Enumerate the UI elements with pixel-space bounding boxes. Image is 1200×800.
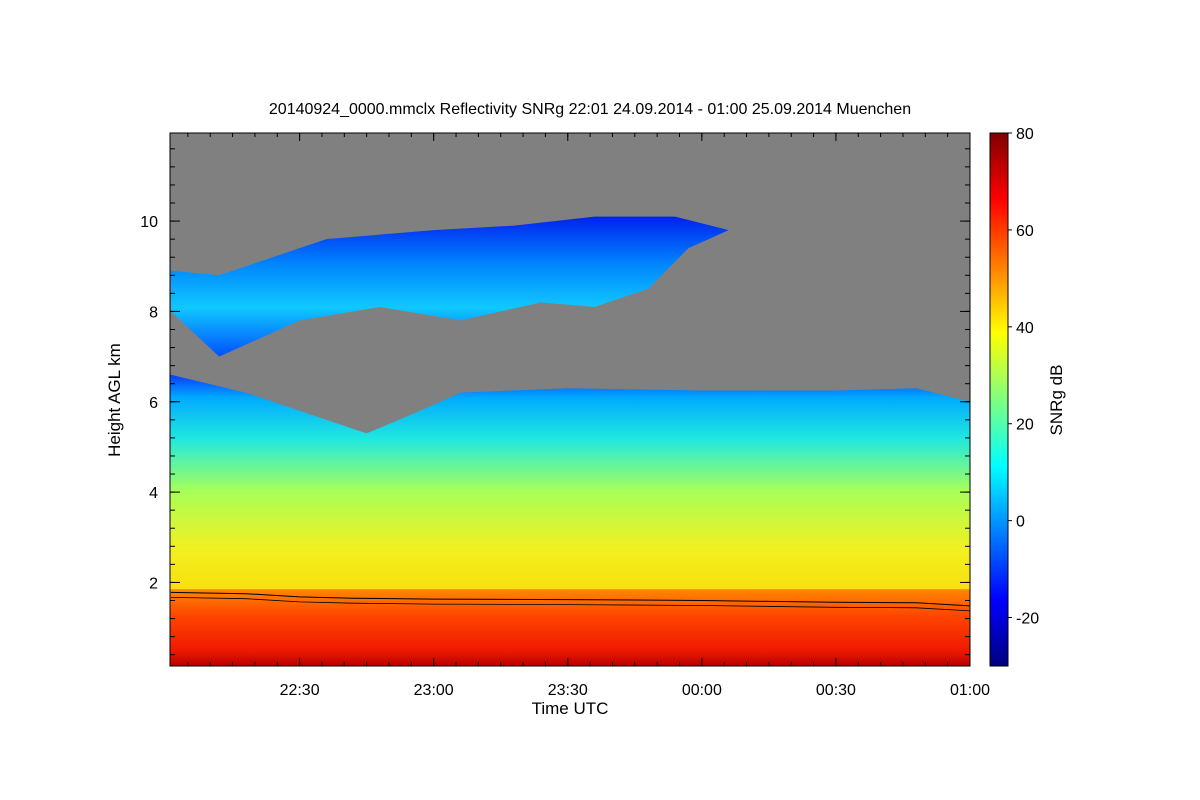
plot-frame <box>169 132 971 667</box>
rain-layer <box>170 589 970 666</box>
y-tick-label: 8 <box>149 304 158 321</box>
colorbar-scale <box>989 132 1009 667</box>
melting-layer-line <box>170 591 970 607</box>
colorbar: -20 0 20 40 60 80 SNRg dB <box>989 126 1066 667</box>
x-tick-label: 00:00 <box>682 682 722 699</box>
x-axis: 22:30 23:00 23:30 00:00 00:30 01:00 <box>187 133 990 699</box>
chart-title: 20140924_0000.mmclx Reflectivity SNRg 22… <box>269 101 911 118</box>
x-tick-label: 00:30 <box>816 682 856 699</box>
melting-layer-line-secondary <box>170 597 970 612</box>
y-tick-label: 6 <box>149 395 158 412</box>
y-axis-label: Height AGL km <box>105 343 124 457</box>
x-axis-label: Time UTC <box>532 699 609 718</box>
y-axis: 2 4 6 8 10 <box>140 148 970 656</box>
y-tick-label: 4 <box>149 485 158 502</box>
colorbar-label: SNRg dB <box>1047 365 1066 436</box>
colorbar-tick-label: 20 <box>1016 417 1034 434</box>
y-tick-label: 2 <box>149 575 158 592</box>
upper-cloud-layer <box>170 216 729 357</box>
colorbar-tick-label: 0 <box>1016 514 1025 531</box>
y-tick-label: 10 <box>140 214 158 231</box>
colorbar-tick-label: -20 <box>1016 611 1039 628</box>
colorbar-tick-label: 60 <box>1016 223 1034 240</box>
x-tick-label: 22:30 <box>280 682 320 699</box>
colorbar-tick-label: 80 <box>1016 126 1034 143</box>
x-tick-label: 23:30 <box>548 682 588 699</box>
colorbar-tick-label: 40 <box>1016 320 1034 337</box>
colorbar-ticks: -20 0 20 40 60 80 <box>1008 126 1039 628</box>
x-tick-label: 01:00 <box>950 682 990 699</box>
plot-area <box>170 133 970 666</box>
x-tick-label: 23:00 <box>414 682 454 699</box>
